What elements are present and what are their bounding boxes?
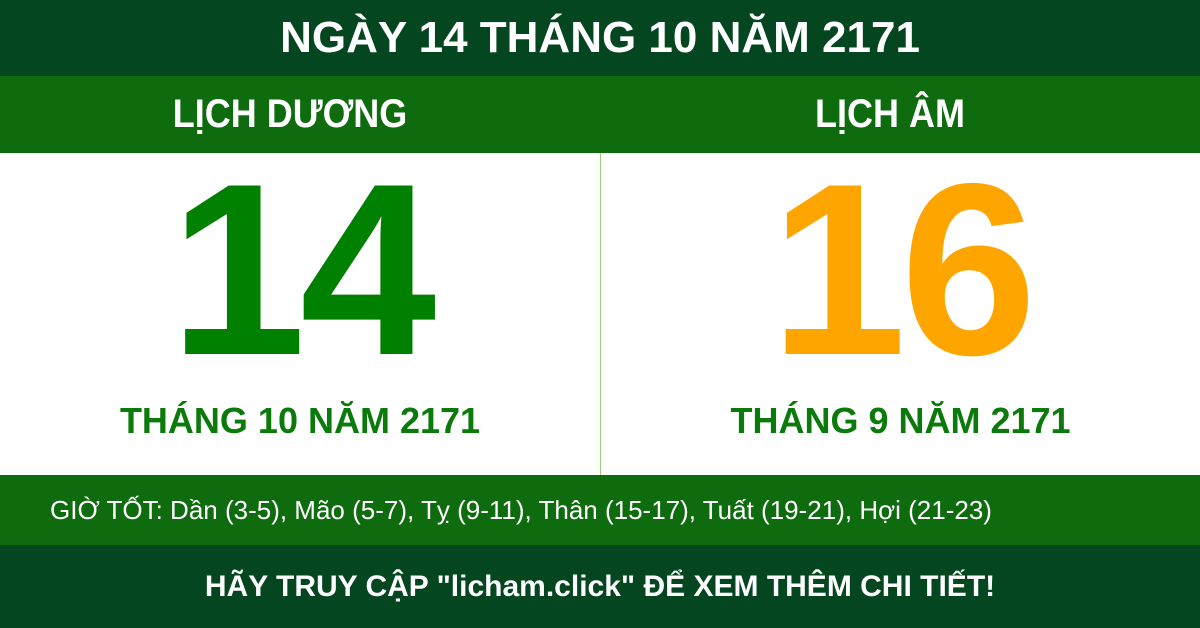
lunar-column: 16 THÁNG 9 NĂM 2171 (600, 147, 1200, 475)
lunar-day: 16 (770, 132, 1037, 406)
lunar-calendar-label: LỊCH ÂM (815, 92, 965, 136)
solar-column: 14 THÁNG 10 NĂM 2171 (0, 147, 600, 475)
calendar-body: 14 THÁNG 10 NĂM 2171 16 THÁNG 9 NĂM 2171 (0, 147, 1200, 475)
lunar-month-year: THÁNG 9 NĂM 2171 (730, 400, 1071, 441)
calendar-headers: LỊCH DƯƠNG LỊCH ÂM (0, 76, 1200, 153)
page-title: NGÀY 14 THÁNG 10 NĂM 2171 (0, 0, 1200, 76)
solar-day: 14 (169, 132, 437, 406)
footer-cta: HÃY TRUY CẬP "licham.click" ĐỂ XEM THÊM … (0, 545, 1200, 628)
solar-month-year: THÁNG 10 NĂM 2171 (119, 400, 481, 441)
good-hours: GIỜ TỐT: Dần (3-5), Mão (5-7), Tỵ (9-11)… (0, 475, 1200, 545)
solar-calendar-label: LỊCH DƯƠNG (172, 92, 408, 136)
